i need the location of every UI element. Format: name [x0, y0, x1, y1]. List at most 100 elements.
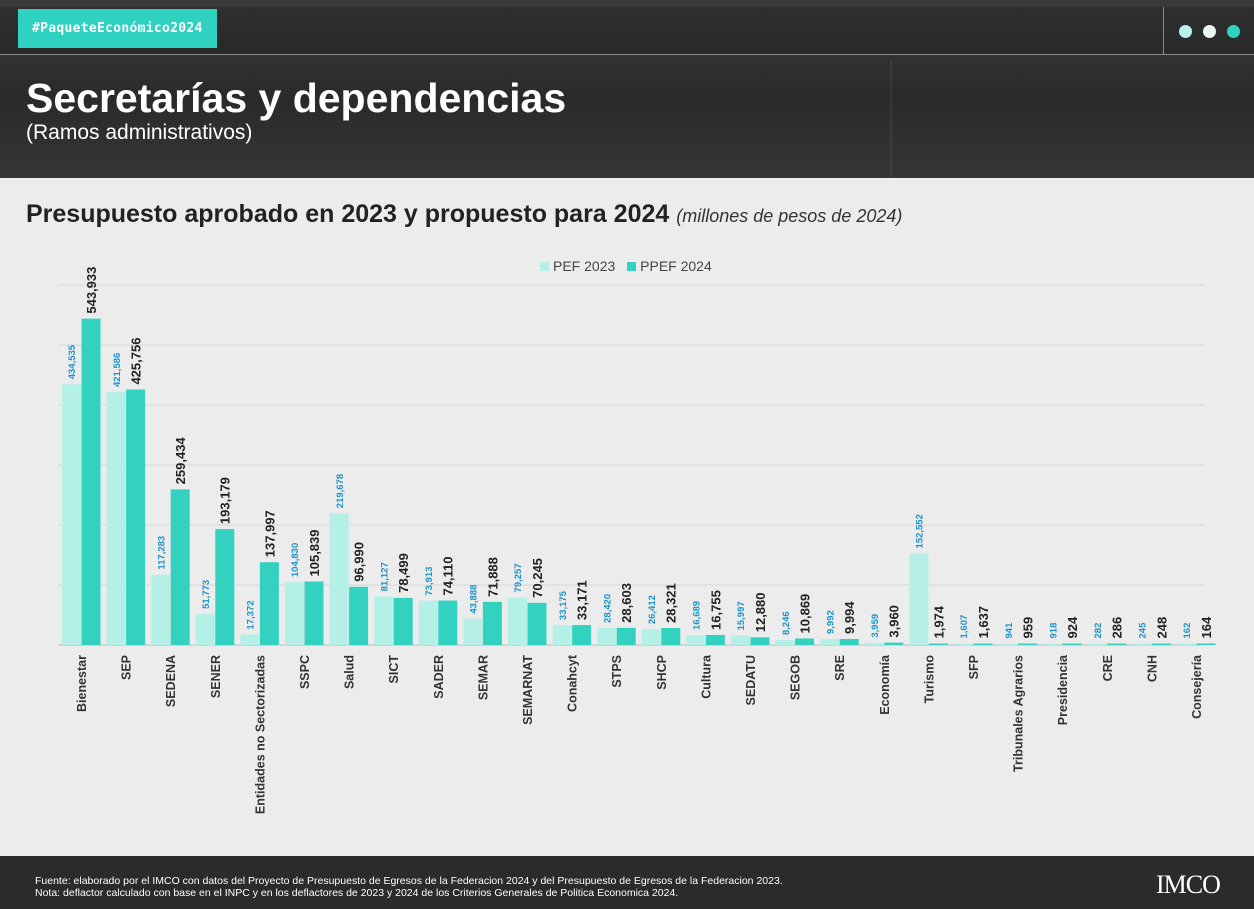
bar-pef2023	[909, 553, 929, 645]
data-label: 81,127	[379, 562, 390, 591]
category-label: SFP	[967, 655, 981, 679]
data-label: 941	[1004, 622, 1015, 639]
footer-source: Fuente: elaborado por el IMCO con datos …	[35, 875, 783, 887]
data-label: 74,110	[441, 556, 456, 595]
category-label: SEMAR	[476, 655, 490, 700]
chart-legend: PEF 2023 PPEF 2024	[540, 258, 720, 274]
category-label: Tribunales Agrarios	[1012, 655, 1026, 772]
bar-ppef2024	[259, 562, 279, 645]
category-label: SICT	[387, 655, 401, 684]
data-label: 152,552	[915, 514, 926, 548]
header-divider	[1163, 7, 1164, 54]
bar-ppef2024	[1062, 643, 1082, 645]
data-label: 425,756	[129, 338, 144, 385]
category-label: SRE	[833, 655, 847, 681]
bar-ppef2024	[215, 529, 235, 645]
bar-pef2023	[418, 600, 438, 645]
legend-swatch-ppef2024	[627, 262, 637, 271]
data-label: 28,603	[619, 583, 634, 623]
data-label: 1,607	[959, 615, 970, 639]
data-label: 16,755	[708, 590, 723, 630]
legend-item-ppef2024: PPEF 2024	[627, 258, 712, 274]
bar-ppef2024	[1196, 643, 1216, 645]
bar-ppef2024	[1018, 643, 1038, 645]
bar-pef2023	[329, 513, 349, 645]
bar-ppef2024	[928, 643, 948, 645]
bar-pef2023	[641, 629, 661, 645]
bar-ppef2024	[572, 625, 592, 645]
bar-pef2023	[1132, 643, 1152, 645]
header-banner: #PaqueteEconómico2024 Secretarías y depe…	[0, 0, 1254, 178]
category-label: Turismo	[922, 655, 936, 704]
bar-pef2023	[1087, 643, 1107, 645]
category-label: Presidencia	[1056, 654, 1070, 725]
bar-ppef2024	[1151, 643, 1171, 645]
data-label: 286	[1110, 617, 1125, 639]
bar-ppef2024	[795, 638, 815, 645]
bar-pef2023	[864, 642, 884, 645]
bar-ppef2024	[705, 634, 725, 645]
footer-note: Nota: deflactor calculado con base en el…	[35, 887, 679, 899]
hashtag-badge: #PaqueteEconómico2024	[18, 9, 217, 48]
bar-ppef2024	[393, 597, 413, 645]
chart-title-main: Presupuesto aprobado en 2023 y propuesto…	[26, 200, 670, 228]
bar-ppef2024	[126, 389, 146, 645]
category-label: CNH	[1145, 655, 1159, 682]
data-label: 9,994	[842, 601, 857, 634]
bar-pef2023	[1043, 643, 1063, 645]
data-label: 434,535	[67, 344, 78, 379]
bar-ppef2024	[750, 637, 770, 645]
data-label: 73,913	[424, 567, 435, 596]
data-label: 16,689	[692, 601, 703, 630]
category-label: Conahcyt	[566, 654, 580, 712]
category-label: SHCP	[655, 655, 669, 690]
data-label: 51,773	[201, 580, 212, 609]
data-label: 421,586	[112, 353, 123, 387]
bar-ppef2024	[81, 318, 101, 645]
imco-logo: IMCO	[1156, 870, 1221, 899]
bar-pef2023	[775, 640, 795, 645]
data-label: 70,245	[530, 558, 545, 598]
category-label: SEP	[120, 655, 134, 680]
bar-pef2023	[463, 618, 483, 645]
category-label: Consejería	[1190, 654, 1204, 719]
category-label: SEDATU	[744, 655, 758, 705]
data-label: 33,175	[558, 590, 569, 620]
data-label: 10,869	[798, 594, 813, 634]
data-label: 12,880	[753, 593, 768, 633]
legend-item-pef2023: PEF 2023	[540, 258, 615, 274]
data-label: 28,420	[602, 594, 613, 623]
bar-ppef2024	[482, 601, 502, 645]
bar-pef2023	[374, 596, 394, 645]
legend-label-ppef2024: PPEF 2024	[640, 258, 712, 274]
bar-pef2023	[151, 574, 171, 645]
category-label: Cultura	[699, 654, 713, 699]
bar-ppef2024	[839, 639, 859, 645]
bar-pef2023	[820, 639, 840, 645]
data-label: 137,997	[262, 510, 277, 557]
bar-ppef2024	[527, 602, 547, 645]
bar-pef2023	[106, 392, 126, 645]
data-label: 15,997	[736, 601, 747, 630]
category-label: CRE	[1101, 655, 1115, 681]
data-label: 924	[1065, 616, 1080, 638]
category-label: SENER	[209, 655, 223, 698]
category-label: SEGOB	[789, 655, 803, 700]
bar-ppef2024	[170, 489, 190, 645]
bar-ppef2024	[1107, 643, 1127, 645]
data-label: 78,499	[396, 553, 411, 593]
bar-ppef2024	[661, 628, 681, 645]
data-label: 79,257	[513, 563, 524, 592]
bar-pef2023	[552, 625, 572, 645]
data-label: 3,959	[870, 614, 881, 638]
bar-pef2023	[1177, 643, 1196, 645]
data-label: 28,321	[664, 583, 679, 623]
data-label: 8,246	[781, 611, 792, 635]
data-label: 245	[1138, 622, 1149, 639]
footer: Fuente: elaborado por el IMCO con datos …	[0, 856, 1254, 909]
data-label: 71,888	[485, 557, 500, 597]
category-label: SEDENA	[164, 655, 178, 707]
category-label: Bienestar	[75, 655, 89, 712]
background-texture	[890, 60, 1092, 178]
data-label: 26,412	[647, 595, 658, 624]
